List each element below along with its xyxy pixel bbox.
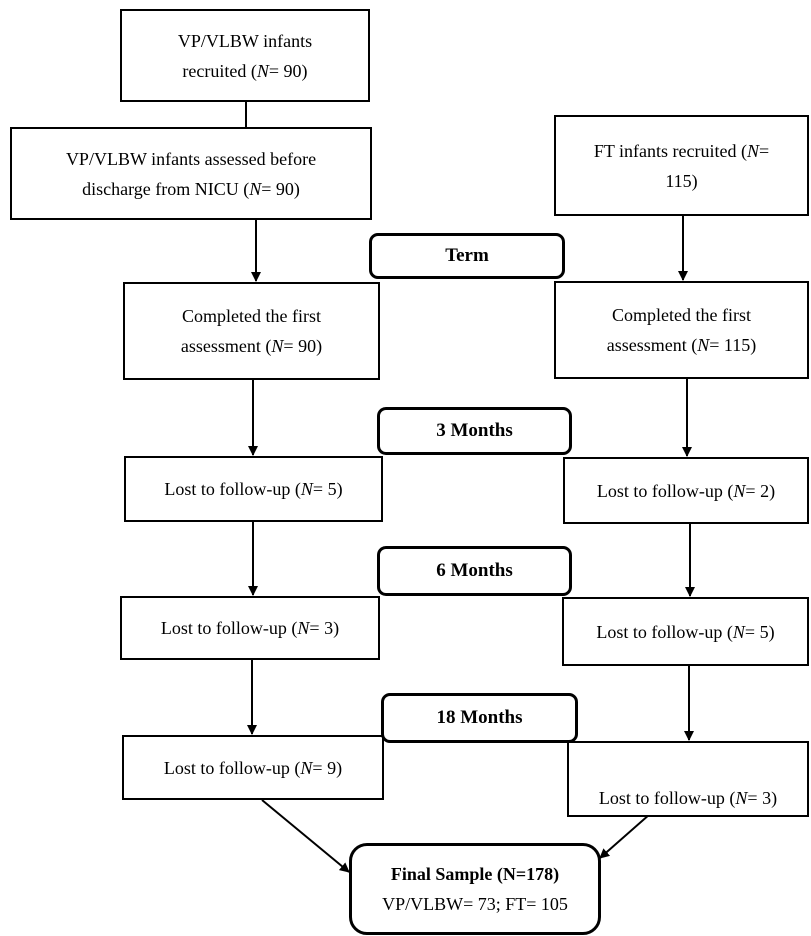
ft-lost-3m-box: Lost to follow-up (N= 2) <box>563 457 809 524</box>
n-label: N <box>746 140 759 161</box>
ft-lost-18m-text: Lost to follow-up ( <box>598 788 736 808</box>
ft-lost-18m-count: = 3) <box>747 788 778 808</box>
n-label: N <box>300 757 313 778</box>
stage-term: Term <box>369 233 565 279</box>
ft-first-line1: Completed the first <box>612 305 751 325</box>
vp-lost-18m-box: Lost to follow-up (N= 9) <box>122 735 384 800</box>
ft-lost-3m-count: = 2) <box>745 480 776 501</box>
vp-lost-6m-text: Lost to follow-up ( <box>160 618 298 638</box>
arrow-vp-to-final <box>261 799 350 873</box>
vp-lost-6m-count: = 3) <box>309 618 340 638</box>
ft-first-line2: assessment ( <box>606 335 698 355</box>
vp-first-count: = 90) <box>283 336 323 356</box>
n-label: N <box>297 618 310 638</box>
stage-6-months-label: 6 Months <box>436 560 513 581</box>
vp-recruited-line2: recruited ( <box>182 60 257 81</box>
vp-lost-18m-count: = 9) <box>312 757 343 778</box>
vp-lost-3m-count: = 5) <box>312 479 343 499</box>
stage-18-months: 18 Months <box>381 693 578 743</box>
vp-assessed-count: = 90) <box>261 178 300 199</box>
ft-lost-18m-box: Lost to follow-up (N= 3) <box>567 741 809 817</box>
final-sample-box: Final Sample (N=178) VP/VLBW= 73; FT= 10… <box>349 843 601 935</box>
stage-18-months-label: 18 Months <box>436 707 523 728</box>
vp-recruited-count: = 90) <box>268 60 308 81</box>
ft-recruited-equals: = <box>758 140 770 161</box>
stage-term-label: Term <box>445 245 489 266</box>
vp-assessed-line1: VP/VLBW infants assessed before <box>65 148 317 169</box>
stage-6-months: 6 Months <box>377 546 572 596</box>
n-label: N <box>256 60 269 81</box>
vp-lost-3m-text: Lost to follow-up ( <box>164 479 301 499</box>
stage-3-months-label: 3 Months <box>436 420 513 441</box>
ft-lost-6m-text: Lost to follow-up ( <box>596 621 733 642</box>
n-label: N <box>735 788 748 808</box>
n-label: N <box>300 479 313 499</box>
vp-lost-18m-text: Lost to follow-up ( <box>163 757 301 778</box>
ft-lost-6m-count: = 5) <box>744 621 775 642</box>
vp-first-line1: Completed the first <box>182 306 321 326</box>
n-label: N <box>732 621 745 642</box>
vp-recruited-line1: VP/VLBW infants <box>177 30 313 51</box>
ft-recruited-box: FT infants recruited (N= 115) <box>554 115 809 216</box>
ft-first-count: = 115) <box>709 335 757 355</box>
vp-recruited-box: VP/VLBW infants recruited (N= 90) <box>120 9 370 102</box>
stage-3-months: 3 Months <box>377 407 572 455</box>
n-label: N <box>271 336 284 356</box>
final-sample-detail: VP/VLBW= 73; FT= 105 <box>382 894 568 914</box>
ft-first-assessment-box: Completed the first assessment (N= 115) <box>554 281 809 379</box>
ft-recruited-line1: FT infants recruited ( <box>593 140 747 161</box>
ft-lost-3m-text: Lost to follow-up ( <box>596 480 734 501</box>
n-label: N <box>249 178 262 199</box>
n-label: N <box>733 480 746 501</box>
vp-first-line2: assessment ( <box>180 336 272 356</box>
vp-lost-3m-box: Lost to follow-up (N= 5) <box>124 456 383 522</box>
n-label: N <box>697 335 710 355</box>
ft-lost-6m-box: Lost to follow-up (N= 5) <box>562 597 809 666</box>
final-sample-title: Final Sample (N=178) <box>390 864 560 884</box>
ft-recruited-count: 115) <box>665 170 698 191</box>
vp-assessed-line2: discharge from NICU ( <box>82 178 250 199</box>
vp-lost-6m-box: Lost to follow-up (N= 3) <box>120 596 380 660</box>
vp-assessed-box: VP/VLBW infants assessed before discharg… <box>10 127 372 220</box>
vp-first-assessment-box: Completed the first assessment (N= 90) <box>123 282 380 380</box>
